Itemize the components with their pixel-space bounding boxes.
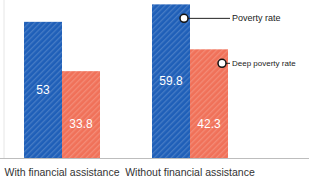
y-axis-line <box>4 0 5 158</box>
data-label: 42.3 <box>197 117 221 131</box>
x-tick-label: Without financial assistance <box>125 166 255 178</box>
bar <box>190 49 228 158</box>
legend-label: Deep poverty rate <box>232 59 296 68</box>
callout-marker <box>180 14 188 22</box>
data-label: 33.8 <box>69 117 93 131</box>
legend: Poverty rate Deep poverty rate <box>180 13 296 68</box>
bar <box>62 71 100 158</box>
baseline <box>0 158 309 159</box>
bar <box>24 22 62 158</box>
callout-line <box>184 18 230 19</box>
legend-label: Poverty rate <box>232 13 281 23</box>
data-label: 59.8 <box>159 74 183 88</box>
bars <box>24 4 228 158</box>
chart: 53 33.8 59.8 42.3 With financial assistance W… <box>0 0 309 181</box>
data-labels: 53 33.8 59.8 42.3 <box>36 74 221 131</box>
callout-marker <box>218 59 226 67</box>
bar <box>152 4 190 158</box>
x-tick-label: With financial assistance <box>5 166 120 178</box>
data-label: 53 <box>36 83 50 97</box>
